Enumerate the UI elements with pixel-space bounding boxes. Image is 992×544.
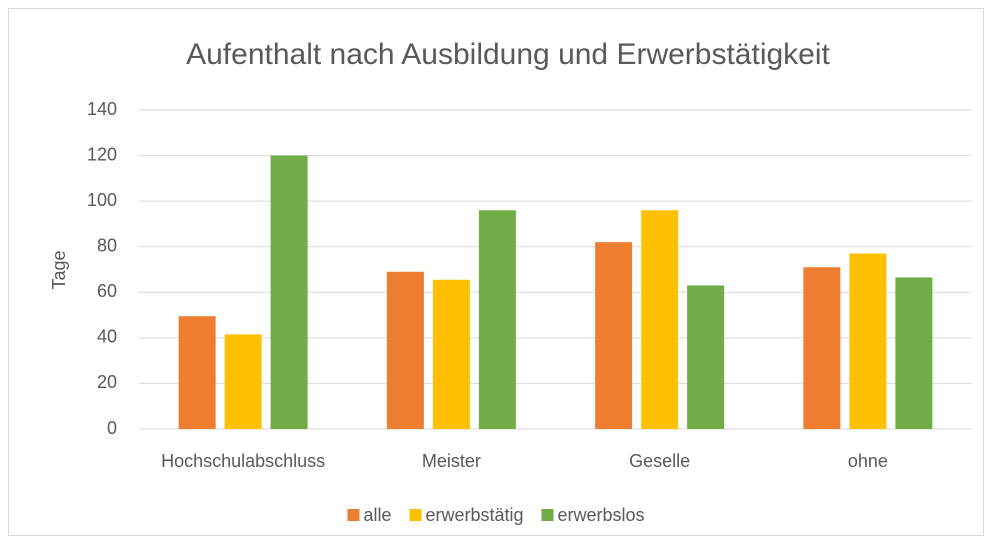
legend-swatch (347, 509, 360, 521)
x-tick-label: Geselle (629, 451, 690, 471)
bar (895, 277, 933, 429)
y-tick-label: 0 (107, 418, 117, 438)
bar (224, 334, 262, 429)
legend-swatch (541, 509, 554, 521)
x-tick-label: ohne (848, 451, 888, 471)
bar (432, 279, 470, 429)
chart-title: Aufenthalt nach Ausbildung und Erwerbstä… (186, 38, 830, 71)
x-tick-label: Meister (422, 451, 481, 471)
bar (849, 253, 887, 429)
y-tick-label: 140 (87, 99, 117, 119)
bar (595, 242, 633, 429)
bar (270, 155, 308, 430)
y-tick-label: 60 (97, 281, 117, 301)
y-axis-label: Tage (49, 250, 69, 289)
legend-label: erwerbslos (558, 505, 645, 525)
bar (478, 210, 516, 429)
y-tick-label: 100 (87, 190, 117, 210)
bar (803, 267, 841, 429)
legend-label: alle (363, 505, 391, 525)
y-tick-label: 80 (97, 235, 117, 255)
legend-swatch (409, 509, 422, 521)
bar (687, 285, 725, 429)
legend-label: erwerbstätig (425, 505, 523, 525)
y-tick-label: 120 (87, 144, 117, 164)
y-tick-label: 40 (97, 327, 117, 347)
bar (178, 316, 216, 429)
y-tick-label: 20 (97, 372, 117, 392)
bar (386, 271, 424, 429)
x-tick-label: Hochschulabschluss (161, 451, 325, 471)
bar (641, 210, 679, 429)
